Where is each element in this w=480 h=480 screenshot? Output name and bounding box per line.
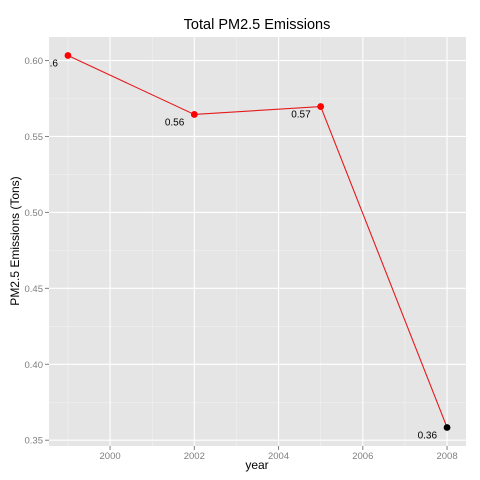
x-tick-label: 2002 [184, 451, 205, 462]
data-point [64, 52, 72, 59]
data-point [190, 111, 198, 118]
y-tick-label: 0.55 [25, 132, 44, 143]
series-line [67, 55, 448, 428]
data-label-layer: 0.6 0.56 0.57 0.36 [44, 59, 438, 442]
x-tick-label: 2008 [436, 451, 457, 462]
data-label: 0.56 [165, 117, 185, 128]
data-point [443, 424, 451, 431]
chart-title: Total PM2.5 Emissions [184, 17, 331, 33]
x-tick-label: 2000 [100, 451, 121, 462]
y-axis-title: PM2.5 Emissions (Tons) [8, 176, 22, 305]
y-tick-label: 0.40 [25, 360, 44, 371]
y-tick-label: 0.60 [25, 56, 44, 67]
data-label: 0.57 [291, 110, 311, 121]
axis-ticks: 2000 2002 2004 2006 2008 0.35 0.40 0.45 0.50 0.55… [25, 56, 458, 462]
x-tick-label: 2006 [352, 451, 373, 462]
grid [49, 37, 466, 446]
series-layer [64, 52, 451, 431]
x-axis-title: year [245, 458, 268, 472]
plot-panel [49, 37, 466, 446]
data-label: 0.6 [44, 59, 58, 70]
y-tick-label: 0.45 [25, 284, 44, 295]
y-tick-label: 0.35 [25, 436, 44, 447]
data-label: 0.36 [418, 430, 438, 441]
x-tick-label: 2004 [268, 451, 289, 462]
y-tick-label: 0.50 [25, 208, 44, 219]
data-point [317, 103, 325, 110]
